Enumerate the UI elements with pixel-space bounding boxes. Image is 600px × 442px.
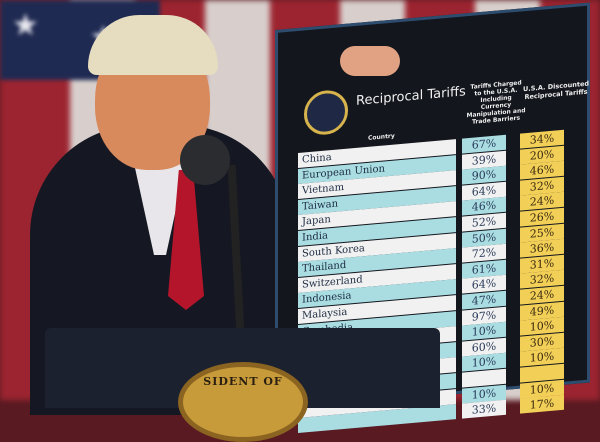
board-title: Reciprocal Tariffs [356, 84, 466, 109]
charged-cell: 33% [462, 399, 506, 419]
microphone [180, 135, 230, 185]
presidential-seal-icon [304, 88, 348, 137]
hand [340, 46, 400, 76]
speaker-hair [88, 15, 218, 75]
discounted-cell: 17% [520, 394, 564, 414]
seal-text: SIDENT OF [203, 375, 283, 388]
star-icon: ★ [12, 8, 39, 43]
charged-column-header: Tariffs Charged to the U.S.A. Including … [466, 79, 526, 126]
discounted-column-header: U.S.A. Discounted Reciprocal Tariffs [523, 79, 590, 102]
podium-seal: SIDENT OF [178, 362, 308, 442]
country-column-header: Country [368, 132, 395, 142]
